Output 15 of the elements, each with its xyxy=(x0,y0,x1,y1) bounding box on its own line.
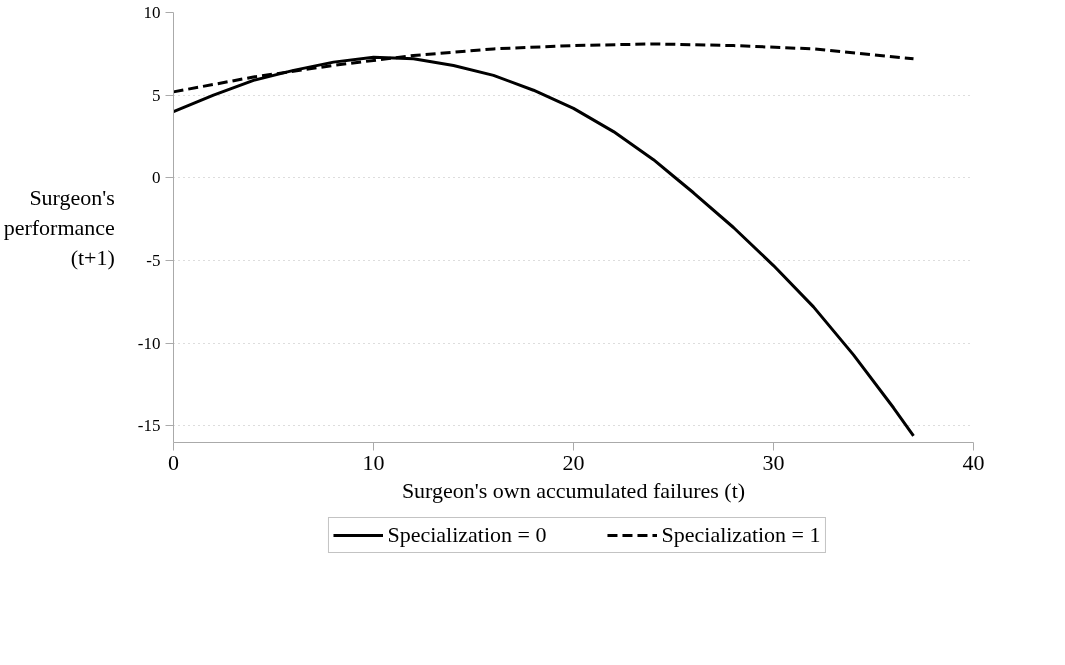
y-tick-label: -5 xyxy=(146,251,161,271)
x-tick-label: 30 xyxy=(762,449,785,475)
y-axis-title: Surgeon's performance (t+1) xyxy=(3,185,115,270)
x-tick-label: 10 xyxy=(362,449,385,475)
x-tick-label: 20 xyxy=(562,449,585,475)
y-tick-label: -10 xyxy=(137,333,161,353)
y-tick-label: -15 xyxy=(137,416,161,436)
x-tick-label: 0 xyxy=(168,449,179,475)
y-tick-label: 0 xyxy=(152,168,161,188)
y-tick-label: 5 xyxy=(152,85,161,105)
legend-label: Specialization = 0 xyxy=(387,522,547,548)
y-tick-label: 10 xyxy=(143,3,161,22)
legend-label: Specialization = 1 xyxy=(661,522,821,548)
x-axis-title: Surgeon's own accumulated failures (t) xyxy=(401,477,746,503)
x-tick-label: 40 xyxy=(962,449,985,475)
